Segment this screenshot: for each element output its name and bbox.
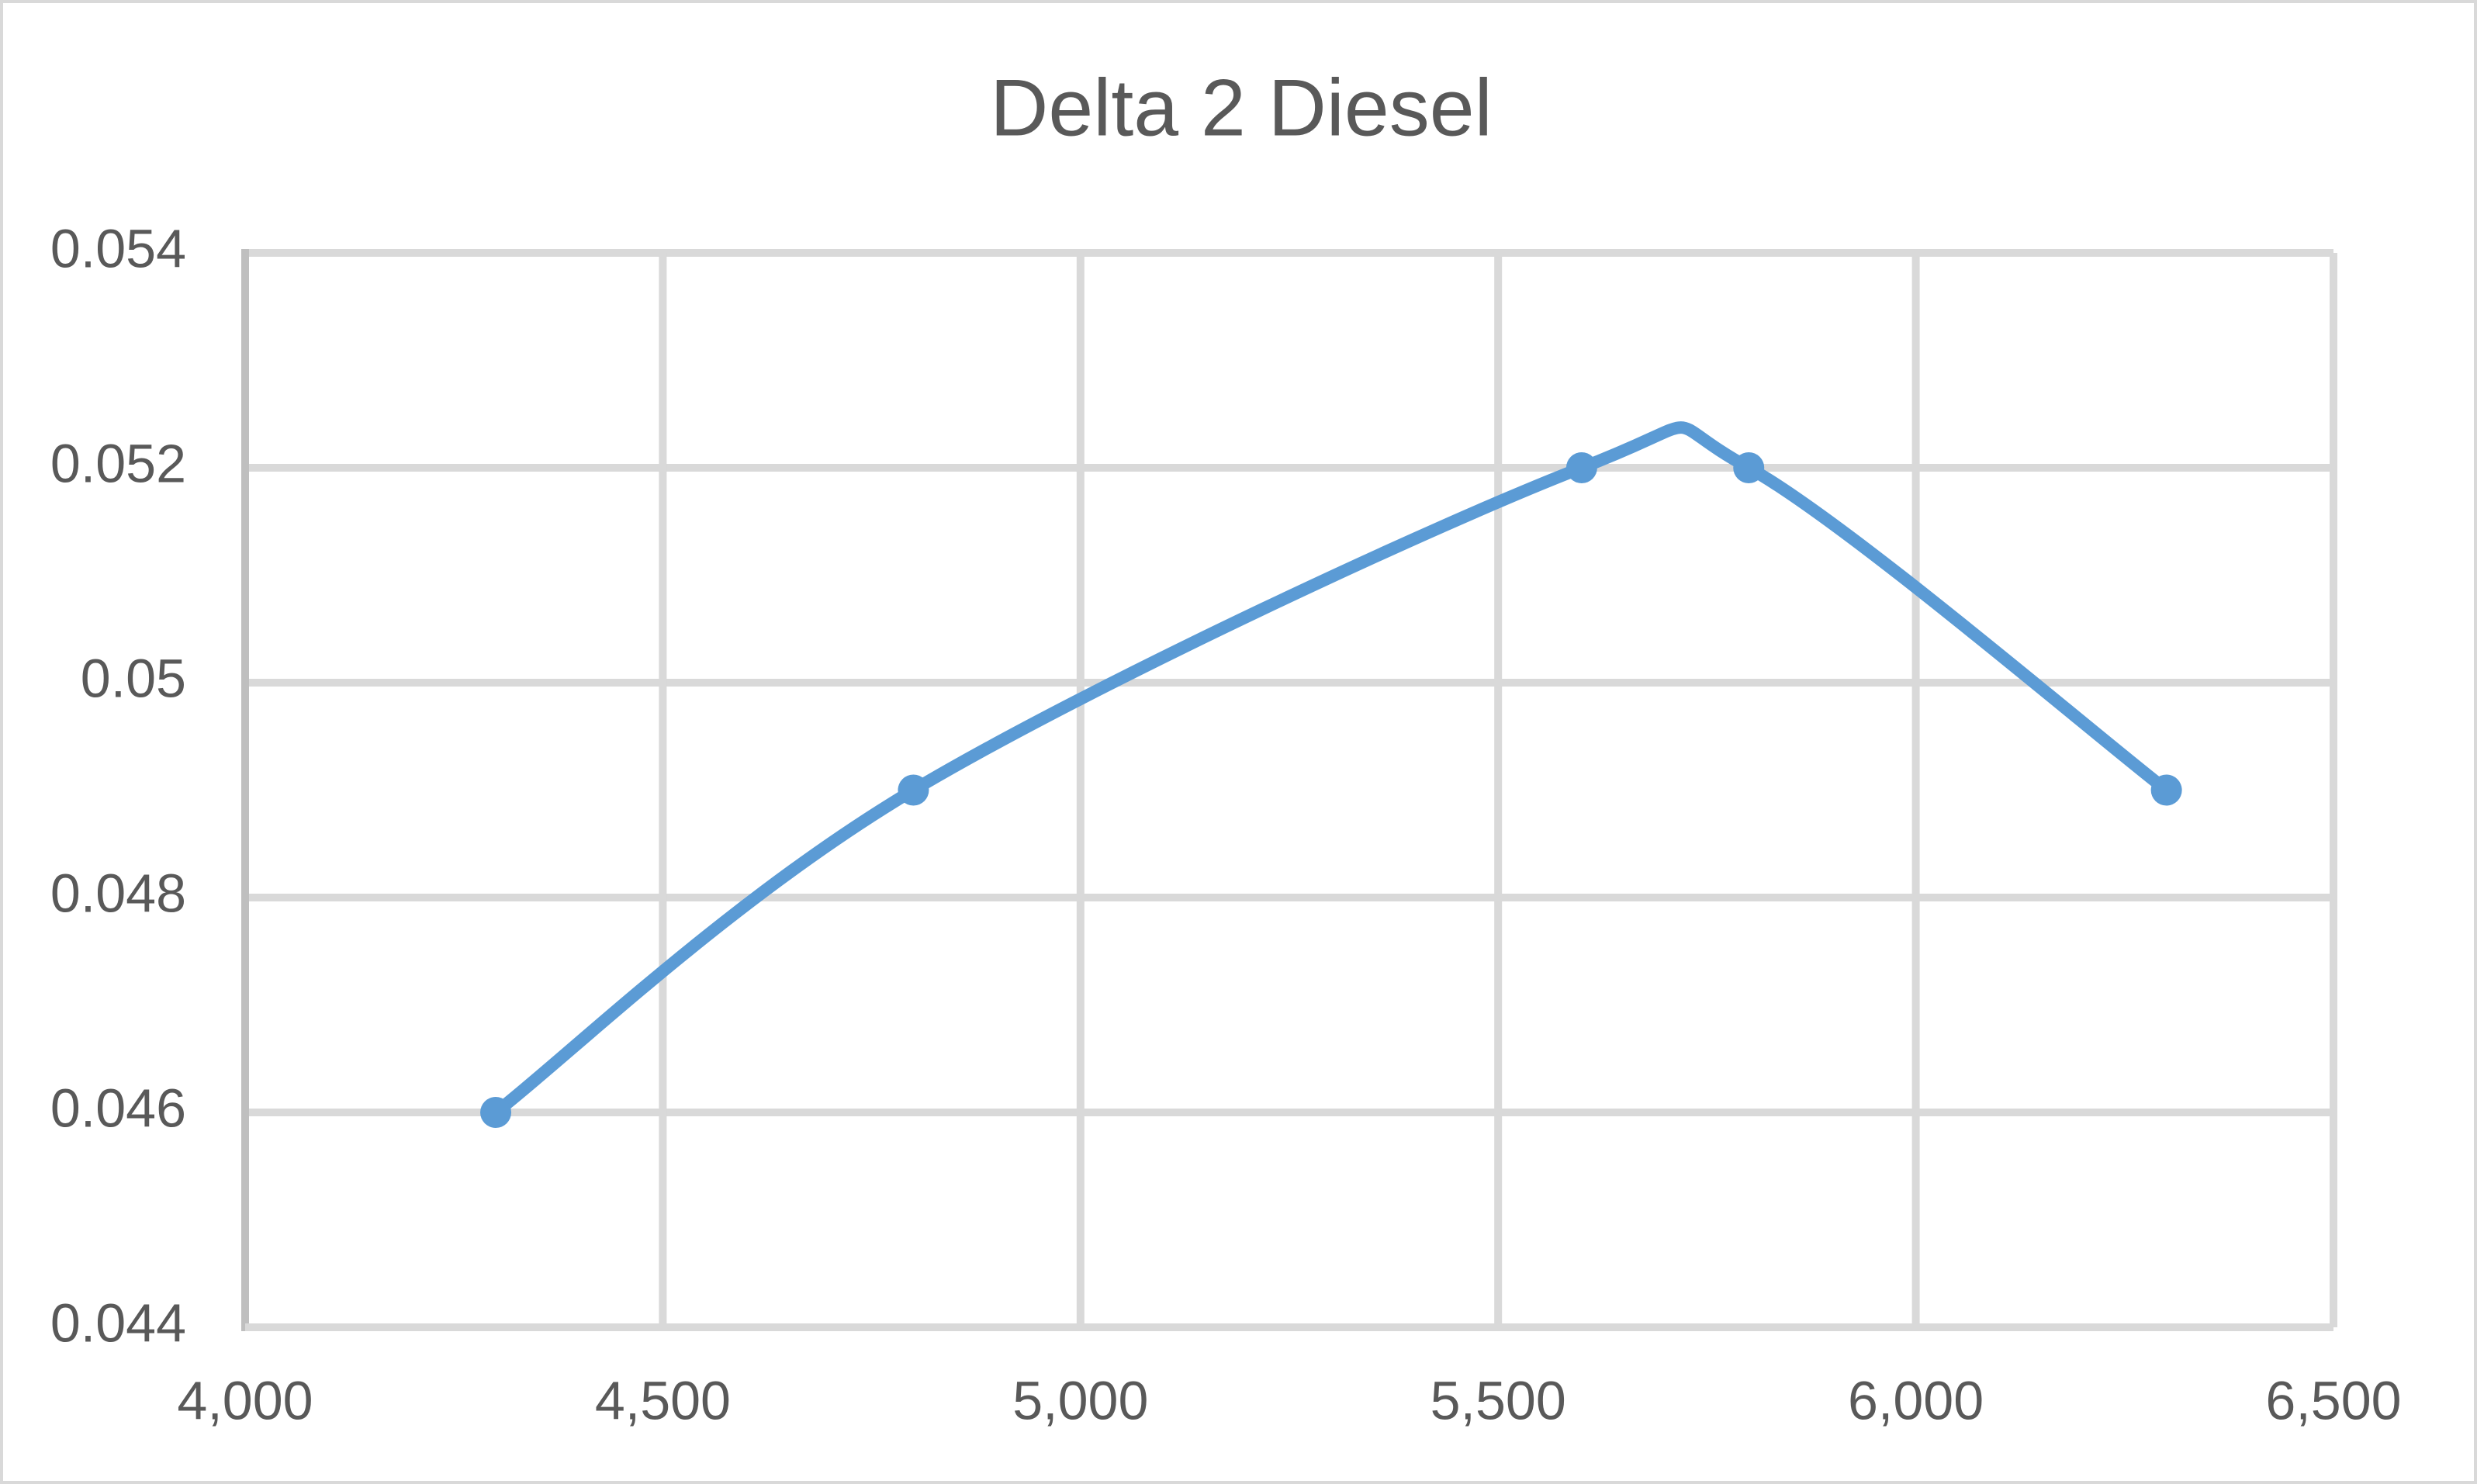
x-tick-label: 5,500 bbox=[1431, 1370, 1566, 1430]
y-tick-label: 0.046 bbox=[50, 1078, 186, 1138]
x-tick-label: 5,000 bbox=[1012, 1370, 1148, 1430]
y-tick-label: 0.054 bbox=[50, 218, 186, 278]
x-tick-label: 6,500 bbox=[2265, 1370, 2401, 1430]
x-tick-label: 4,000 bbox=[177, 1370, 313, 1430]
x-tick-label: 6,000 bbox=[1848, 1370, 1984, 1430]
y-tick-label: 0.044 bbox=[50, 1292, 186, 1353]
point bbox=[1733, 452, 1765, 483]
point bbox=[898, 774, 929, 806]
point bbox=[1565, 452, 1597, 483]
chart-title: Delta 2 Diesel bbox=[990, 63, 1492, 153]
series-line bbox=[492, 421, 2171, 1118]
y-tick-label: 0.052 bbox=[50, 433, 186, 493]
point bbox=[480, 1097, 512, 1128]
y-tick-label: 0.05 bbox=[81, 648, 186, 708]
x-tick-label: 4,500 bbox=[595, 1370, 731, 1430]
y-tick-label: 0.048 bbox=[50, 863, 186, 923]
point bbox=[2150, 774, 2182, 806]
